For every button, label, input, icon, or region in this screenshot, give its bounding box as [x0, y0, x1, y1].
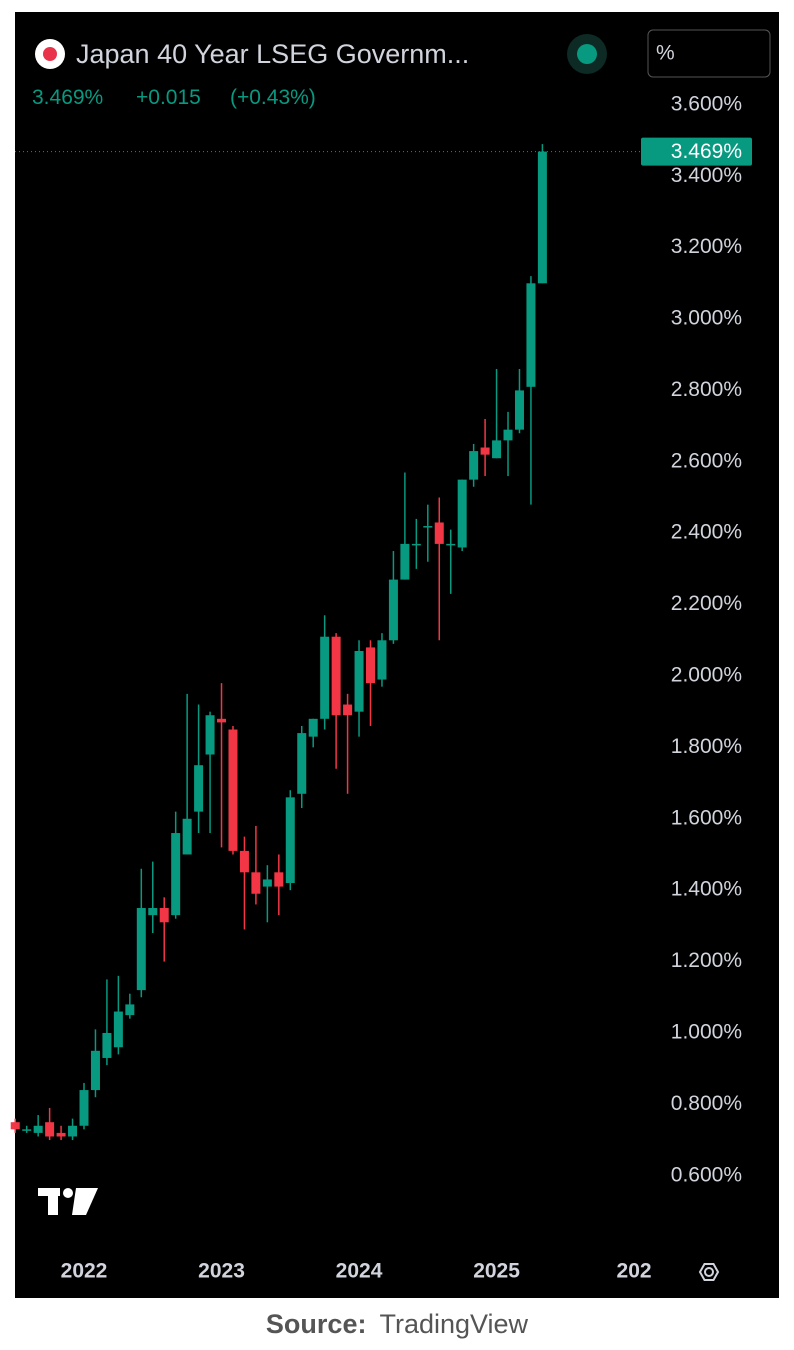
candle-body	[274, 872, 284, 887]
candle-body	[217, 718, 227, 723]
candle-body	[446, 543, 456, 546]
candle-body	[125, 1004, 135, 1016]
candle-body	[102, 1032, 112, 1058]
candle-body	[251, 872, 261, 894]
candle-body	[492, 440, 502, 459]
candle-body	[343, 704, 353, 716]
y-tick-label: 3.200%	[671, 235, 742, 258]
candle-body	[56, 1132, 66, 1137]
x-tick-label: 2025	[473, 1260, 520, 1283]
status-dot	[577, 44, 597, 64]
candle-body	[171, 833, 181, 916]
candle-body	[228, 729, 238, 851]
change: +0.015	[136, 86, 201, 109]
source-line: Source: TradingView	[266, 1309, 529, 1339]
y-tick-label: 1.200%	[671, 949, 742, 972]
y-tick-label: 2.600%	[671, 449, 742, 472]
candle-body	[514, 390, 524, 430]
y-tick-label: 3.000%	[671, 307, 742, 330]
candle-body	[148, 908, 158, 916]
candle-body	[331, 636, 341, 716]
x-tick-label: 2023	[198, 1260, 245, 1283]
chart-panel	[15, 12, 779, 1298]
candle-body	[45, 1122, 55, 1137]
candle-body	[377, 640, 387, 680]
y-tick-label: 2.400%	[671, 521, 742, 544]
tv-logo	[38, 1188, 98, 1215]
x-tick-label: 2022	[61, 1260, 108, 1283]
y-tick-label: 1.800%	[671, 735, 742, 758]
candle-body	[159, 908, 169, 923]
candle-body	[79, 1090, 89, 1126]
candle-body	[434, 522, 444, 544]
candle-body	[400, 543, 410, 580]
y-tick-label: 3.400%	[671, 164, 742, 187]
source-name: TradingView	[379, 1309, 528, 1339]
candle-body	[308, 718, 318, 737]
candle-body	[68, 1125, 78, 1137]
y-tick-label: 0.600%	[671, 1163, 742, 1186]
candle-body	[503, 429, 513, 441]
candle-body	[182, 818, 192, 855]
y-tick-label: 2.200%	[671, 592, 742, 615]
candle-body	[354, 650, 364, 712]
quote-line: 3.469% +0.015 (+0.43%)	[32, 86, 316, 109]
candle-body	[457, 479, 467, 548]
x-tick-label: 202	[617, 1260, 652, 1283]
settings-icon[interactable]	[698, 1263, 720, 1281]
last-value: 3.469%	[32, 86, 103, 109]
candle-body	[537, 151, 547, 284]
y-tick-label: 2.800%	[671, 378, 742, 401]
candle-body	[297, 733, 307, 794]
candle-body	[526, 283, 536, 387]
candle-body	[113, 1011, 123, 1048]
y-tick-label: 1.400%	[671, 878, 742, 901]
candle-body	[205, 715, 215, 755]
flag-dot	[43, 47, 57, 61]
y-tick-label: 3.600%	[671, 92, 742, 115]
candle-body	[262, 879, 272, 887]
source-label: Source:	[266, 1309, 367, 1339]
y-tick-label: 1.000%	[671, 1021, 742, 1044]
y-tick-label: 0.800%	[671, 1092, 742, 1115]
unit-box[interactable]	[647, 29, 771, 78]
candle-body	[33, 1125, 43, 1133]
candle-body	[194, 765, 204, 812]
last-price-label: 3.469%	[671, 140, 742, 163]
y-tick-label: 1.600%	[671, 806, 742, 829]
unit-label: %	[656, 42, 675, 65]
chart-title: Japan 40 Year LSEG Governm...	[76, 39, 469, 69]
candle-body	[136, 908, 146, 991]
candle-body	[320, 636, 330, 719]
candle-body	[285, 797, 295, 884]
x-tick-label: 2024	[336, 1260, 383, 1283]
candle-body	[10, 1122, 20, 1130]
last-price-badge	[641, 137, 752, 166]
candle-body	[22, 1129, 32, 1131]
candle-body	[366, 647, 375, 684]
candle-body	[90, 1050, 100, 1091]
y-tick-label: 2.000%	[671, 664, 742, 687]
change-pct: (+0.43%)	[230, 86, 316, 109]
candle-body	[411, 543, 421, 546]
candle-body	[239, 850, 249, 873]
candle-body	[480, 447, 490, 455]
candle-body	[388, 579, 398, 641]
candle-body	[469, 451, 479, 480]
candle-body	[423, 526, 433, 528]
